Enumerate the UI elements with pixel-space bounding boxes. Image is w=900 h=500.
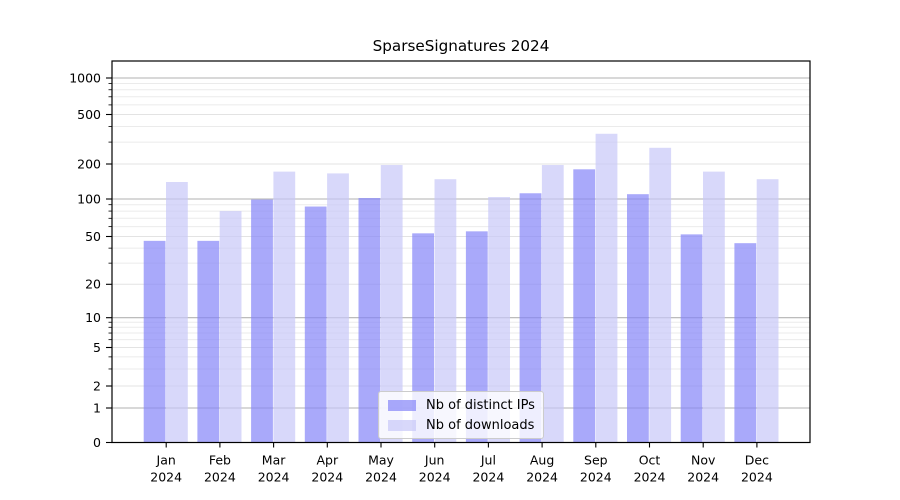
bar-distinct-ips (143, 240, 166, 443)
y-tick-label: 20 (85, 277, 101, 292)
label-layer: 0 1 2 5 10 20 50 100 200 500 1000 Jan 2024 Feb 2024 Mar… (69, 70, 773, 484)
bar-downloads (756, 179, 779, 443)
x-tick-label-year: 2024 (526, 470, 558, 485)
x-tick-label-month: Oct (639, 453, 661, 468)
y-tick-label: 500 (77, 107, 101, 122)
y-tick-label: 100 (77, 191, 101, 206)
y-tick-label: 10 (85, 310, 101, 325)
bar-distinct-ips (197, 240, 220, 443)
plot-frame (111, 60, 811, 444)
bar-distinct-ips (573, 169, 596, 443)
bar-distinct-ips (680, 234, 703, 443)
y-tick-label: 200 (77, 156, 101, 171)
legend: Nb of distinct IPs Nb of downloads (378, 391, 544, 439)
x-tick-label-year: 2024 (419, 470, 451, 485)
x-tick-label-year: 2024 (258, 470, 290, 485)
bar-downloads (166, 182, 188, 443)
x-tick-label-month: Feb (209, 453, 231, 468)
bars-layer (143, 133, 779, 443)
x-tick-label-month: Apr (316, 453, 338, 468)
x-tick-label-year: 2024 (365, 470, 397, 485)
x-tick-label-year: 2024 (204, 470, 236, 485)
bar-downloads (219, 211, 242, 443)
chart-title: SparseSignatures 2024 (373, 37, 550, 55)
x-tick-label-month: Jun (424, 453, 445, 468)
legend-swatch-downloads (388, 420, 416, 431)
y-tick-label: 1000 (69, 70, 101, 85)
bar-downloads (541, 165, 564, 443)
x-tick-label-month: Jul (480, 453, 496, 468)
legend-label-downloads: Nb of downloads (426, 418, 535, 433)
bar-distinct-ips (304, 206, 327, 443)
y-tick-label: 50 (85, 229, 101, 244)
bar-distinct-ips (412, 233, 434, 443)
x-tick-label-month: Jan (156, 453, 176, 468)
bar-distinct-ips (519, 193, 542, 443)
y-tick-label: 5 (93, 340, 101, 355)
legend-item-downloads: Nb of downloads (388, 418, 534, 433)
bar-downloads (649, 147, 672, 443)
x-tick-label-month: Nov (691, 453, 716, 468)
x-tick-label-month: Mar (262, 453, 286, 468)
bar-distinct-ips (627, 194, 649, 443)
bar-downloads (273, 171, 296, 443)
x-tick-label-month: May (368, 453, 394, 468)
x-tick-label-year: 2024 (472, 470, 504, 485)
y-tick-label: 1 (93, 400, 101, 415)
legend-label-distinct-ips: Nb of distinct IPs (426, 398, 535, 413)
x-tick-label-year: 2024 (687, 470, 719, 485)
x-tick-label-month: Dec (745, 453, 769, 468)
x-tick-label-year: 2024 (580, 470, 612, 485)
y-tick-label: 2 (93, 378, 101, 393)
x-tick-label-month: Sep (584, 453, 608, 468)
bar-downloads (380, 165, 403, 443)
x-tick-label-year: 2024 (150, 470, 182, 485)
bar-downloads (488, 197, 510, 443)
bar-downloads (595, 133, 618, 443)
bar-downloads (703, 171, 725, 443)
x-tick-label-year: 2024 (634, 470, 666, 485)
legend-swatch-distinct-ips (388, 400, 416, 411)
bar-distinct-ips (465, 231, 488, 443)
legend-item-distinct-ips: Nb of distinct IPs (388, 398, 535, 413)
y-tick-label: 0 (93, 435, 101, 450)
bar-downloads (327, 173, 349, 443)
x-tick-label-year: 2024 (311, 470, 343, 485)
bar-downloads (434, 179, 457, 443)
x-tick-label-month: Aug (530, 453, 554, 468)
bar-distinct-ips (734, 243, 757, 443)
x-tick-label-year: 2024 (741, 470, 773, 485)
bar-distinct-ips (358, 198, 381, 443)
bar-distinct-ips (251, 199, 273, 443)
